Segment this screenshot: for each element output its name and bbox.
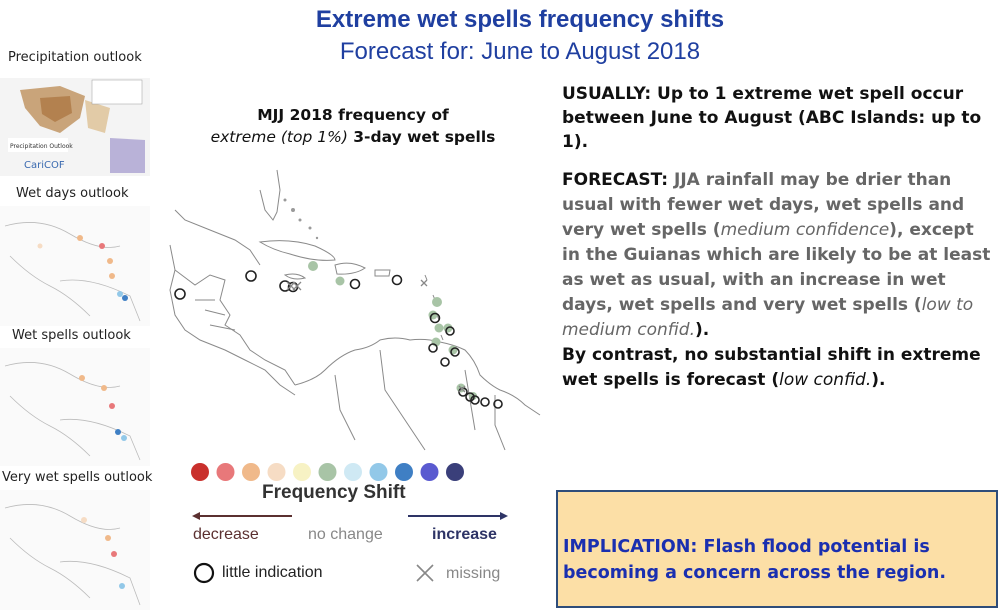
legend-swatch-3 (242, 463, 260, 481)
page-title: Extreme wet spells frequency shifts (315, 6, 725, 33)
precipitation-outlook-thumbnail: Precipitation Outlook CariCOF (0, 78, 150, 176)
legend-swatch-2 (216, 463, 235, 481)
map-caption-rest: 3-day wet spells (347, 128, 496, 146)
contrast-end: ). (871, 370, 886, 390)
forecast-label: FORECAST: (562, 170, 669, 190)
legend-title: Frequency Shift (262, 482, 406, 503)
legend-swatches (186, 460, 516, 484)
forecast-body: JJA rainfall may be drier than usual wit… (562, 170, 965, 240)
map-caption-emphasis: extreme (top 1%) (210, 128, 348, 146)
wet-days-outlook-thumbnail (0, 206, 150, 326)
wet-spells-outlook-thumbnail (0, 348, 150, 466)
forecast-confidence-2: low to medium confid. (562, 295, 974, 340)
legend-swatch-1 (191, 463, 209, 481)
precipitation-outlook-label: Precipitation outlook (8, 50, 142, 65)
map-caption-line1: MJJ 2018 frequency of (257, 106, 449, 124)
map-caption: MJJ 2018 frequency of extreme (top 1%) 3… (198, 104, 508, 148)
little-indication-icon (192, 562, 216, 584)
implication-text: IMPLICATION: Flash flood potential is be… (563, 537, 946, 583)
wet-days-outlook-label: Wet days outlook (16, 186, 129, 201)
legend-no-change: no change (308, 526, 383, 543)
forecast-confidence-1: medium confidence (720, 220, 890, 240)
decrease-arrow (192, 512, 292, 520)
legend-decrease: decrease (193, 526, 259, 543)
svg-text:Precipitation Outlook: Precipitation Outlook (10, 143, 73, 150)
legend-swatch-7 (344, 463, 362, 481)
forecast-body-2: ), except in the Guianas which are likel… (562, 220, 991, 315)
caribbean-map (165, 150, 545, 460)
legend-swatch-11 (446, 463, 464, 481)
contrast-confidence: low confid. (779, 370, 872, 390)
missing-cross-icon (414, 562, 436, 584)
contrast-text: By contrast, no substantial shift in ext… (562, 345, 981, 390)
legend-swatch-10 (420, 463, 439, 481)
legend-swatch-8 (369, 463, 388, 481)
implication-box: IMPLICATION: Flash flood potential is be… (556, 490, 998, 608)
legend-swatch-5 (293, 463, 311, 481)
legend-arrows (190, 508, 510, 522)
increase-arrow (408, 512, 508, 520)
svg-text:CariCOF: CariCOF (24, 160, 65, 171)
legend-little-indication: little indication (222, 564, 323, 581)
legend-missing: missing (446, 565, 501, 582)
very-wet-spells-outlook-thumbnail (0, 490, 150, 610)
legend-swatch-9 (395, 463, 413, 481)
legend-swatch-6 (318, 463, 337, 481)
forecast-text: FORECAST: JJA rainfall may be drier than… (562, 168, 994, 393)
wet-spells-outlook-label: Wet spells outlook (12, 328, 131, 343)
legend-increase: increase (432, 526, 497, 543)
very-wet-spells-outlook-label: Very wet spells outlook (2, 470, 153, 485)
forecast-end: ). (694, 320, 710, 340)
usually-text: USUALLY: Up to 1 extreme wet spell occur… (562, 84, 982, 152)
legend-swatch-4 (267, 463, 286, 481)
page-subtitle: Forecast for: June to August 2018 (339, 38, 701, 65)
